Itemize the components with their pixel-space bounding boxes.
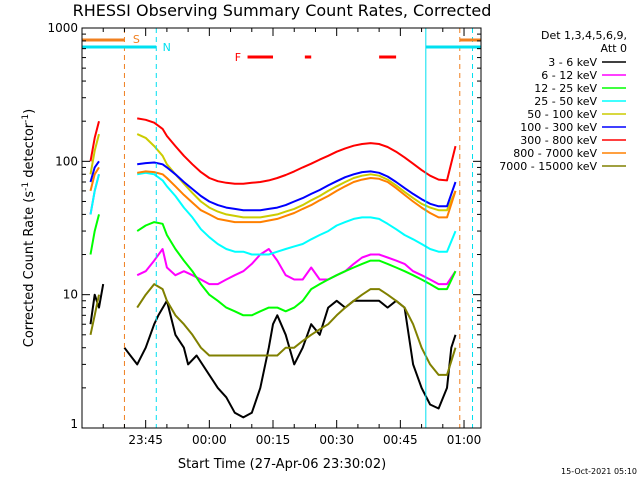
- legend-item-label: 25 - 50 keV: [534, 95, 597, 108]
- legend-item-label: 300 - 800 keV: [520, 134, 597, 147]
- y-label-end: ): [22, 109, 37, 114]
- series-line-8: [89, 283, 457, 376]
- series-layer: [89, 117, 457, 419]
- night-flag-label: N: [163, 41, 171, 54]
- legend-header-line2: Att 0: [601, 42, 627, 55]
- y-tick-label: 1000: [47, 21, 78, 35]
- y-label-main: Corrected Count Rate (s: [22, 191, 37, 348]
- legend-item-label: 100 - 300 keV: [520, 121, 597, 134]
- y-label-sup2: -1: [21, 114, 31, 123]
- y-label-sup1: -1: [21, 182, 31, 191]
- legend-item-label: 12 - 25 keV: [534, 82, 597, 95]
- footer-timestamp: 15-Oct-2021 05:10: [561, 467, 637, 476]
- x-tick-label: 00:45: [383, 433, 418, 447]
- x-axis-label: Start Time (27-Apr-06 23:30:02): [178, 457, 386, 472]
- flare-flag-label: F: [235, 51, 241, 64]
- plot-frame: [81, 27, 482, 429]
- x-tick-label: 00:15: [256, 433, 291, 447]
- chart-title: RHESSI Observing Summary Count Rates, Co…: [73, 1, 492, 20]
- series-line-2: [89, 214, 457, 317]
- series-line-3: [89, 171, 457, 256]
- series-line-6: [89, 117, 457, 185]
- x-tick-label: 00:30: [319, 433, 354, 447]
- legend-header-line1: Det 1,3,4,5,6,9,: [541, 29, 627, 42]
- series-line-4: [89, 133, 457, 219]
- series-line-7: [89, 166, 457, 224]
- legend-item-label: 7000 - 15000 keV: [499, 160, 597, 173]
- y-tick-label: 10: [63, 288, 78, 302]
- saa-flag-label: S: [133, 33, 140, 46]
- legend-item-label: 6 - 12 keV: [541, 69, 597, 82]
- y-tick-label: 100: [55, 154, 78, 168]
- x-tick-label: 01:00: [447, 433, 482, 447]
- legend-item-label: 50 - 100 keV: [527, 108, 597, 121]
- legend-item-label: 3 - 6 keV: [548, 56, 597, 69]
- y-tick-label: 1: [70, 417, 78, 431]
- legend-item-label: 800 - 7000 keV: [513, 147, 597, 160]
- flag-layer: S N F: [82, 28, 481, 428]
- y-label-mid: detector: [22, 122, 37, 182]
- x-tick-label: 23:45: [128, 433, 163, 447]
- x-axis-ticks: 23:45 00:00 00:15 00:30 00:45 01:00: [81, 28, 482, 447]
- x-tick-label: 00:00: [192, 433, 227, 447]
- y-axis-label: Corrected Count Rate (s-1 detector-1): [21, 109, 37, 347]
- series-line-5: [89, 160, 457, 212]
- y-axis-ticks: 1 10 100 1000: [47, 21, 481, 431]
